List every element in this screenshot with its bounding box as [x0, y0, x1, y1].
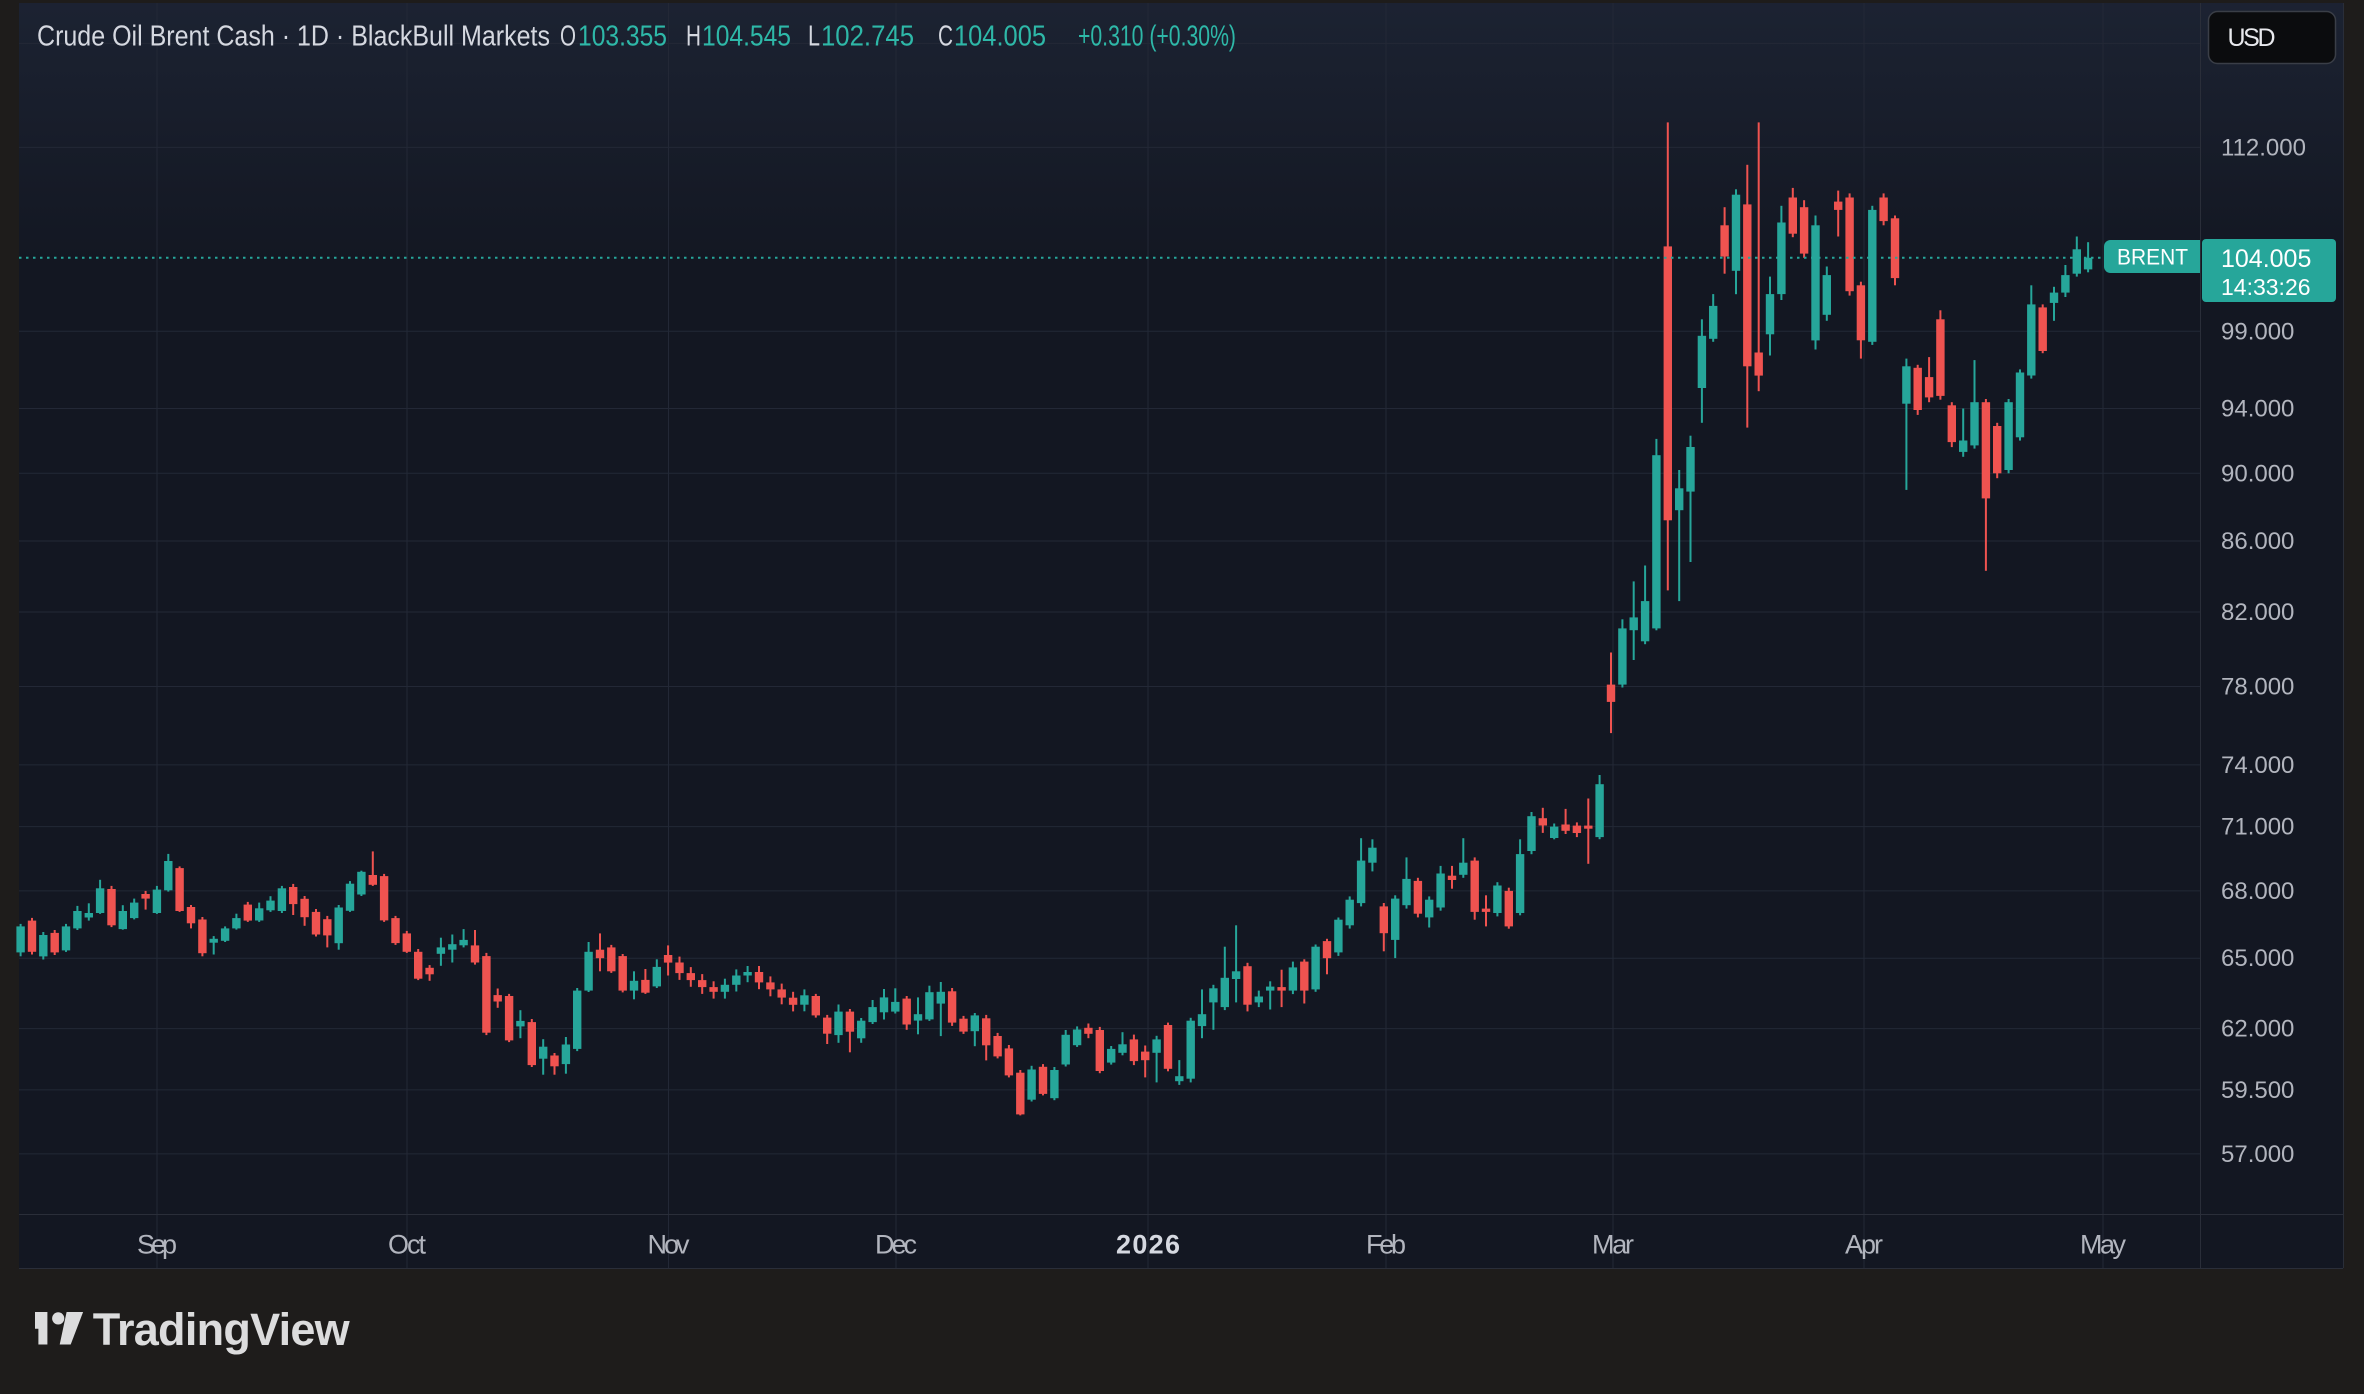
svg-text:99.000: 99.000: [2221, 318, 2294, 345]
svg-text:BRENT: BRENT: [2117, 245, 2188, 270]
svg-text:102.745: 102.745: [821, 21, 914, 53]
svg-text:Apr: Apr: [1845, 1230, 1883, 1260]
svg-text:Mar: Mar: [1592, 1230, 1634, 1260]
svg-text:68.000: 68.000: [2221, 878, 2294, 905]
svg-text:+0.310 (+0.30%): +0.310 (+0.30%): [1078, 21, 1236, 53]
svg-text:65.000: 65.000: [2221, 945, 2294, 972]
svg-text:L: L: [808, 21, 820, 53]
svg-text:2026: 2026: [1116, 1230, 1180, 1260]
svg-text:74.000: 74.000: [2221, 752, 2294, 779]
svg-text:90.000: 90.000: [2221, 460, 2294, 487]
svg-text:May: May: [2080, 1230, 2127, 1260]
svg-text:O: O: [560, 21, 576, 53]
svg-text:TradingView: TradingView: [93, 1304, 351, 1355]
svg-text:86.000: 86.000: [2221, 528, 2294, 555]
svg-text:Sep: Sep: [137, 1230, 177, 1260]
svg-text:Dec: Dec: [875, 1230, 917, 1260]
svg-text:USD: USD: [2228, 24, 2276, 52]
svg-text:103.355: 103.355: [578, 21, 667, 53]
svg-text:104.545: 104.545: [702, 21, 791, 53]
svg-text:Feb: Feb: [1366, 1230, 1406, 1260]
svg-text:104.005: 104.005: [2221, 245, 2311, 273]
svg-text:H: H: [686, 21, 701, 53]
svg-text:57.000: 57.000: [2221, 1141, 2294, 1168]
svg-text:71.000: 71.000: [2221, 814, 2294, 841]
svg-text:Oct: Oct: [388, 1230, 426, 1260]
svg-text:94.000: 94.000: [2221, 396, 2294, 423]
svg-text:Crude Oil Brent Cash · 1D · Bl: Crude Oil Brent Cash · 1D · BlackBull Ma…: [37, 21, 550, 53]
svg-text:C: C: [938, 21, 953, 53]
svg-text:59.500: 59.500: [2221, 1077, 2294, 1104]
svg-text:62.000: 62.000: [2221, 1016, 2294, 1043]
svg-text:82.000: 82.000: [2221, 599, 2294, 626]
svg-text:78.000: 78.000: [2221, 674, 2294, 701]
svg-text:Nov: Nov: [648, 1230, 691, 1260]
svg-text:112.000: 112.000: [2221, 134, 2306, 161]
svg-text:104.005: 104.005: [954, 21, 1046, 53]
svg-text:14:33:26: 14:33:26: [2221, 274, 2311, 300]
